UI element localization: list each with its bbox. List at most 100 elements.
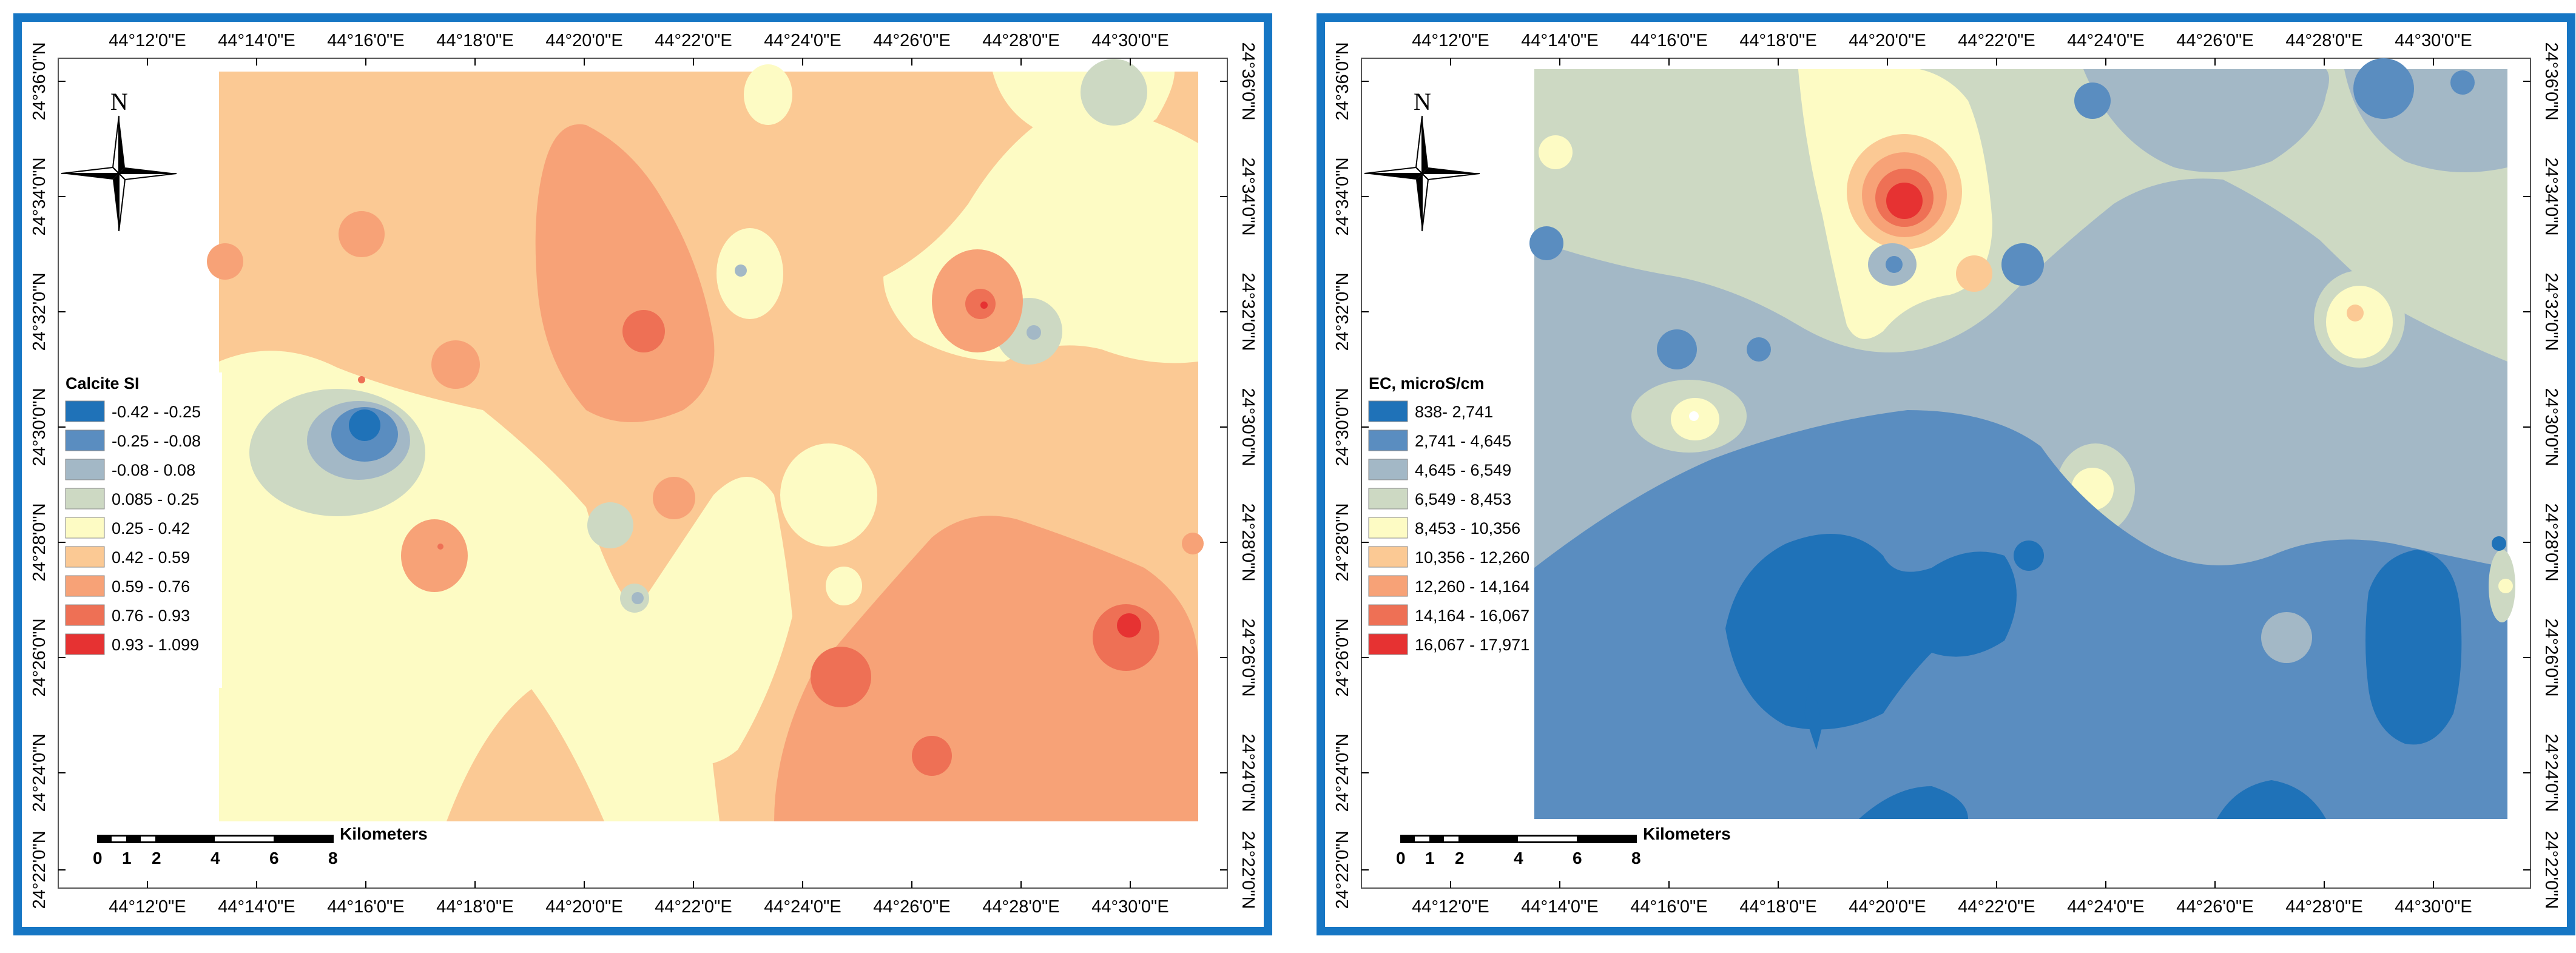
longitude-tick-bottom: 44°26'0"E: [873, 897, 950, 917]
legend-swatch: [1368, 488, 1408, 510]
longitude-tick-top: 44°16'0"E: [1630, 31, 1707, 50]
longitude-tick-bottom: 44°16'0"E: [1630, 897, 1707, 917]
longitude-tick-top: 44°30'0"E: [1091, 31, 1168, 50]
longitude-tick-top: 44°26'0"E: [873, 31, 950, 50]
legend-title: EC, microS/cm: [1369, 374, 1485, 392]
legend-swatch: [65, 459, 105, 480]
longitude-tick-bottom: 44°24'0"E: [2067, 897, 2144, 917]
legend-swatch: [1368, 517, 1408, 539]
longitude-tick-top: 44°22'0"E: [1958, 31, 2035, 50]
longitude-tick-bottom: 44°22'0"E: [655, 897, 732, 917]
legend-label: 8,453 - 10,356: [1415, 519, 1520, 537]
scale-label: Kilometers: [340, 824, 428, 843]
legend-label: 14,164 - 16,067: [1415, 607, 1529, 625]
legend-label: 0.085 - 0.25: [112, 490, 199, 508]
longitude-tick-bottom: 44°28'0"E: [982, 897, 1059, 917]
scale-bar: Kilometers 0 1 2 4 6 8: [93, 824, 428, 867]
ec-surface: [1529, 58, 2515, 819]
latitude-tick-left: 24°30'0"N: [30, 388, 49, 466]
longitude-tick-top: 44°24'0"E: [2067, 31, 2144, 50]
latitude-tick-left: 24°22'0"N: [30, 830, 49, 909]
scale-label: Kilometers: [1643, 824, 1731, 843]
longitude-tick-bottom: 44°24'0"E: [764, 897, 841, 917]
scale-tick-label: 6: [269, 849, 279, 867]
longitude-tick-top: 44°28'0"E: [2285, 31, 2362, 50]
map-frame: [1361, 58, 2531, 889]
latitude-tick-right: 24°24'0"N: [2541, 733, 2561, 812]
longitude-tick-top: 44°26'0"E: [2176, 31, 2253, 50]
latitude-tick-right: 24°36'0"N: [1238, 42, 1258, 120]
graticule-labels: 44°12'0"E 44°14'0"E 44°16'0"E 44°18'0"E 44°2…: [1333, 31, 2561, 917]
legend-swatch: [1368, 429, 1408, 451]
legend-swatch: [65, 604, 105, 626]
north-label: N: [110, 88, 128, 115]
longitude-tick-top: 44°14'0"E: [1521, 31, 1598, 50]
latitude-tick-right: 24°22'0"N: [2541, 830, 2561, 909]
longitude-tick-top: 44°20'0"E: [1849, 31, 1926, 50]
legend-swatch: [1368, 633, 1408, 655]
latitude-tick-right: 24°26'0"N: [1238, 618, 1258, 696]
scale-tick-label: 4: [211, 849, 220, 867]
latitude-tick-right: 24°34'0"N: [1238, 157, 1258, 235]
legend-swatch: [1368, 604, 1408, 626]
longitude-tick-bottom: 44°14'0"E: [218, 897, 295, 917]
legend-swatch: [65, 400, 105, 422]
latitude-tick-right: 24°28'0"N: [2541, 503, 2561, 581]
scale-tick-label: 4: [1514, 849, 1523, 867]
longitude-tick-bottom: 44°30'0"E: [2395, 897, 2472, 917]
longitude-tick-top: 44°22'0"E: [655, 31, 732, 50]
calcite-si-surface: [207, 59, 1204, 821]
scale-tick-label: 1: [122, 849, 132, 867]
latitude-tick-left: 24°22'0"N: [1333, 830, 1352, 909]
legend-label: -0.42 - -0.25: [112, 403, 201, 421]
latitude-tick-left: 24°28'0"N: [30, 503, 49, 581]
longitude-tick-top: 44°28'0"E: [982, 31, 1059, 50]
longitude-tick-bottom: 44°30'0"E: [1091, 897, 1168, 917]
legend: Calcite SI -0.42 - -0.25 -0.25 - -0.08 -0.…: [64, 372, 222, 688]
legend-swatch: [65, 633, 105, 655]
longitude-tick-top: 44°12'0"E: [1412, 31, 1489, 50]
legend-swatch: [1368, 575, 1408, 597]
north-label: N: [1414, 88, 1431, 115]
legend-title: Calcite SI: [66, 374, 140, 392]
latitude-tick-left: 24°26'0"N: [1333, 618, 1352, 696]
legend-swatch: [65, 429, 105, 451]
latitude-tick-right: 24°34'0"N: [2541, 157, 2561, 235]
longitude-tick-top: 44°12'0"E: [109, 31, 186, 50]
legend-label: 16,067 - 17,971: [1415, 636, 1529, 654]
scale-bar: Kilometers 0 1 2 4 6 8: [1396, 824, 1731, 867]
longitude-tick-top: 44°20'0"E: [545, 31, 622, 50]
legend: EC, microS/cm 838- 2,741 2,741 - 4,645 4,6…: [1367, 372, 1534, 688]
latitude-tick-right: 24°32'0"N: [1238, 272, 1258, 351]
longitude-tick-bottom: 44°28'0"E: [2285, 897, 2362, 917]
scale-tick-label: 2: [152, 849, 161, 867]
latitude-tick-right: 24°32'0"N: [2541, 272, 2561, 351]
legend-label: 0.25 - 0.42: [112, 519, 190, 537]
scale-tick-label: 0: [93, 849, 103, 867]
north-arrow: N: [1364, 88, 1480, 232]
scale-tick-label: 6: [1573, 849, 1582, 867]
longitude-tick-bottom: 44°16'0"E: [327, 897, 404, 917]
latitude-tick-left: 24°30'0"N: [1333, 388, 1352, 466]
calcite-si-map-svg: N Calcite SI -0.42 - -0.25 -0.25 - -0.08 -…: [22, 22, 1264, 927]
latitude-tick-right: 24°26'0"N: [2541, 618, 2561, 696]
longitude-tick-top: 44°24'0"E: [764, 31, 841, 50]
legend-swatch: [1368, 400, 1408, 422]
legend-label: 0.76 - 0.93: [112, 607, 190, 625]
longitude-tick-bottom: 44°18'0"E: [1739, 897, 1816, 917]
longitude-tick-top: 44°30'0"E: [2395, 31, 2472, 50]
legend-label: 10,356 - 12,260: [1415, 548, 1529, 567]
longitude-tick-bottom: 44°14'0"E: [1521, 897, 1598, 917]
ec-map-panel: N EC, microS/cm 838- 2,741 2,741 - 4,645 4…: [1317, 13, 2575, 935]
legend-swatch: [65, 517, 105, 539]
latitude-tick-left: 24°32'0"N: [30, 272, 49, 351]
legend-swatch: [65, 488, 105, 510]
latitude-tick-right: 24°24'0"N: [1238, 733, 1258, 812]
graticule-labels: 44°12'0"E 44°14'0"E 44°16'0"E 44°18'0"E 44°2…: [30, 31, 1258, 917]
longitude-tick-bottom: 44°12'0"E: [109, 897, 186, 917]
legend-label: 4,645 - 6,549: [1415, 461, 1511, 479]
legend-label: 0.93 - 1.099: [112, 636, 199, 654]
map-frame: [58, 58, 1228, 889]
calcite-si-map-panel: N Calcite SI -0.42 - -0.25 -0.25 - -0.08 -…: [13, 13, 1272, 935]
legend-label: 2,741 - 4,645: [1415, 432, 1511, 450]
